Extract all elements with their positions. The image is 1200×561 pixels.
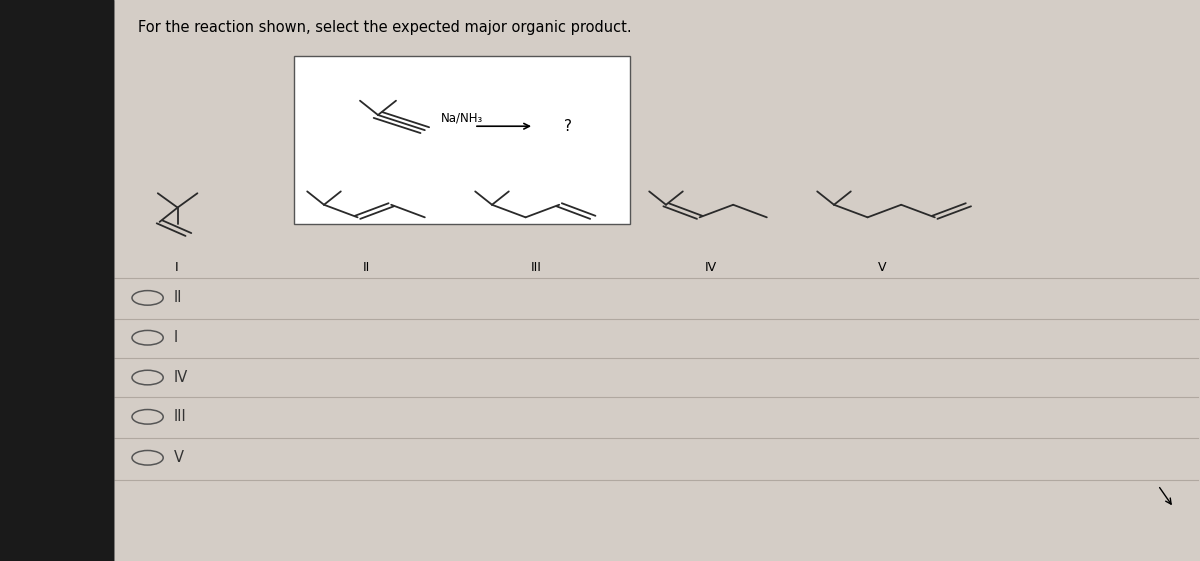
Text: II: II xyxy=(362,261,370,274)
Text: ?: ? xyxy=(564,119,572,134)
Text: For the reaction shown, select the expected major organic product.: For the reaction shown, select the expec… xyxy=(138,20,631,35)
Text: V: V xyxy=(174,450,184,465)
Text: III: III xyxy=(530,261,542,274)
Text: I: I xyxy=(174,261,179,274)
Text: I: I xyxy=(174,330,179,345)
Text: IV: IV xyxy=(704,261,716,274)
Text: Na/NH₃: Na/NH₃ xyxy=(440,111,484,125)
Text: V: V xyxy=(877,261,887,274)
Text: III: III xyxy=(174,410,187,424)
Text: II: II xyxy=(174,291,182,305)
Text: IV: IV xyxy=(174,370,188,385)
Bar xyxy=(0,0,114,561)
FancyBboxPatch shape xyxy=(294,56,630,224)
